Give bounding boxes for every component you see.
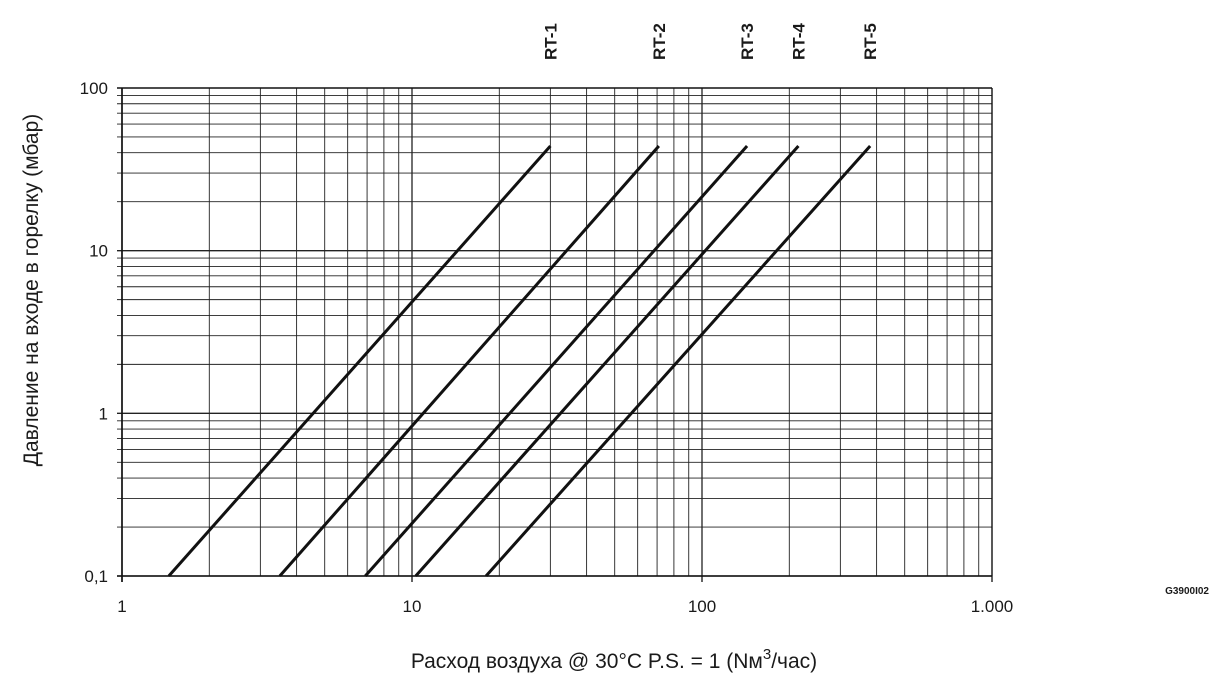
x-tick-label: 1.000: [971, 597, 1014, 616]
y-tick-label: 10: [89, 242, 108, 261]
series-label-rt-2: RT-2: [650, 23, 669, 60]
x-tick-label: 100: [688, 597, 716, 616]
x-axis-label-tail: /час): [771, 650, 817, 673]
series-line-rt-5: [484, 145, 872, 577]
x-axis-label: Расход воздуха @ 30°C P.S. = 1 (Nм3/час): [411, 646, 817, 673]
grid: [117, 87, 993, 582]
series-labels: RT-1 RT-2 RT-3 RT-4 RT-5: [541, 23, 880, 60]
x-tick-label: 10: [403, 597, 422, 616]
x-axis-label-main: Расход воздуха @ 30°C P.S. = 1 (Nм: [411, 650, 763, 673]
series-line-rt-2: [278, 145, 660, 577]
x-tick-labels: 1 10 100 1.000: [117, 597, 1013, 616]
y-tick-labels: 0,1 1 10 100: [80, 79, 108, 586]
series-label-rt-4: RT-4: [789, 23, 808, 60]
series-label-rt-5: RT-5: [861, 23, 880, 60]
x-tick-label: 1: [117, 597, 126, 616]
y-tick-label: 100: [80, 79, 108, 98]
series-label-rt-1: RT-1: [541, 23, 560, 60]
y-tick-label: 1: [99, 404, 108, 423]
series-line-rt-4: [414, 145, 800, 577]
series-lines: [167, 145, 872, 577]
figure-code: G3900I02: [1165, 586, 1209, 597]
series-line-rt-1: [167, 145, 552, 577]
y-tick-label: 0,1: [84, 567, 108, 586]
series-line-rt-3: [364, 145, 749, 577]
y-axis-label: Давление на входе в горелку (мбар): [20, 114, 43, 467]
series-label-rt-3: RT-3: [738, 23, 757, 60]
x-axis-label-superscript: 3: [763, 646, 771, 663]
